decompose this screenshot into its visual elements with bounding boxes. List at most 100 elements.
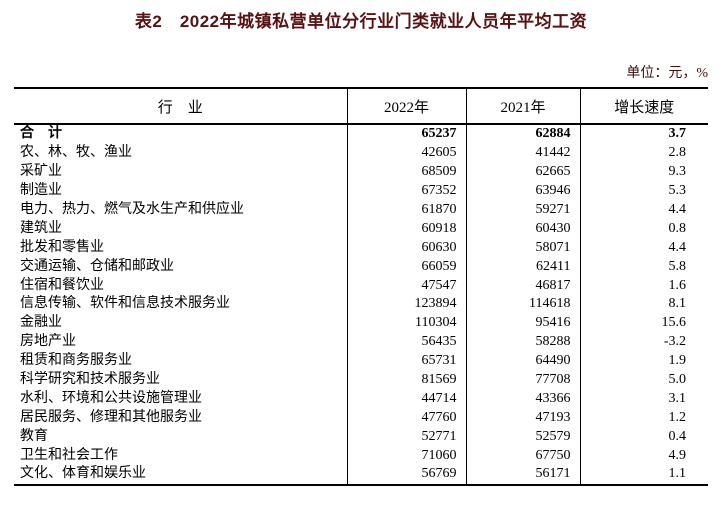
value-2022-cell: 123894 — [346, 295, 466, 314]
growth-cell: 0.4 — [579, 427, 708, 447]
growth-cell: 3.1 — [579, 389, 708, 409]
growth-cell: 8.1 — [579, 295, 708, 314]
page-title: 表2 2022年城镇私营单位分行业门类就业人员年平均工资 — [134, 12, 588, 31]
value-2022-cell: 65237 — [346, 124, 466, 144]
table-row: 制造业 67352 63946 5.3 — [14, 181, 708, 201]
header-growth: 增长速度 — [579, 88, 708, 125]
growth-cell: 4.4 — [579, 200, 708, 220]
header-industry: 行 业 — [14, 88, 347, 125]
value-2021-cell: 58288 — [465, 332, 580, 352]
growth-cell: 1.1 — [579, 465, 708, 485]
industry-cell: 建筑业 — [20, 220, 62, 236]
industry-cell: 信息传输、软件和信息技术服务业 — [20, 296, 230, 312]
growth-cell: 3.7 — [579, 124, 708, 144]
table-row: 居民服务、修理和其他服务业 47760 47193 1.2 — [14, 408, 708, 428]
growth-cell: 15.6 — [579, 313, 708, 333]
industry-cell: 住宿和餐饮业 — [20, 277, 104, 293]
table-row: 采矿业 68509 62665 9.3 — [14, 162, 708, 182]
value-2021-cell: 41442 — [465, 143, 580, 163]
wage-table: 行 业 2022年 2021年 增长速度 合 计 65237 62884 3.7 农、林… — [14, 87, 708, 486]
table-row: 住宿和餐饮业 47547 46817 1.6 — [14, 276, 708, 296]
value-2021-cell: 77708 — [465, 370, 580, 390]
value-2021-cell: 43366 — [465, 389, 580, 409]
industry-cell: 卫生和社会工作 — [20, 447, 118, 463]
value-2022-cell: 110304 — [346, 313, 466, 333]
value-2021-cell: 59271 — [465, 200, 580, 220]
industry-cell: 教育 — [20, 428, 48, 444]
value-2021-cell: 56171 — [465, 465, 580, 485]
value-2021-cell: 63946 — [465, 181, 580, 201]
growth-cell: 1.6 — [579, 276, 708, 296]
table-row: 房地产业 56435 58288 -3.2 — [14, 332, 708, 352]
industry-cell: 采矿业 — [20, 164, 62, 180]
value-2021-cell: 62665 — [465, 162, 580, 182]
growth-cell: 5.8 — [579, 257, 708, 277]
growth-cell: 2.8 — [579, 143, 708, 163]
growth-cell: -3.2 — [579, 332, 708, 352]
industry-cell: 电力、热力、燃气及水生产和供应业 — [20, 202, 244, 217]
header-2021: 2021年 — [465, 88, 580, 125]
value-2021-cell: 67750 — [465, 446, 580, 466]
table-row: 农、林、牧、渔业 42605 41442 2.8 — [14, 143, 708, 163]
value-2022-cell: 67352 — [346, 181, 466, 201]
value-2022-cell: 47547 — [346, 276, 466, 296]
value-2022-cell: 52771 — [346, 427, 466, 447]
value-2021-cell: 64490 — [465, 351, 580, 371]
table-row: 水利、环境和公共设施管理业 44714 43366 3.1 — [14, 389, 708, 409]
table-row: 文化、体育和娱乐业 56769 56171 1.1 — [14, 465, 708, 485]
growth-cell: 5.0 — [579, 370, 708, 390]
industry-cell: 房地产业 — [20, 334, 76, 350]
value-2021-cell: 47193 — [465, 408, 580, 428]
industry-cell: 居民服务、修理和其他服务业 — [20, 409, 202, 425]
industry-cell: 文化、体育和娱乐业 — [20, 466, 146, 482]
table-body: 合 计 65237 62884 3.7 农、林、牧、渔业 42605 41442 2.8 采矿业… — [14, 124, 708, 485]
table-row: 教育 52771 52579 0.4 — [14, 427, 708, 447]
growth-cell: 4.9 — [579, 446, 708, 466]
industry-cell: 农、林、牧、渔业 — [20, 145, 132, 161]
value-2021-cell: 46817 — [465, 276, 580, 296]
industry-cell: 制造业 — [20, 183, 62, 199]
value-2021-cell: 95416 — [465, 313, 580, 333]
growth-cell: 1.2 — [579, 408, 708, 428]
value-2022-cell: 42605 — [346, 143, 466, 163]
growth-cell: 9.3 — [579, 162, 708, 182]
value-2022-cell: 71060 — [346, 446, 466, 466]
table-row: 卫生和社会工作 71060 67750 4.9 — [14, 446, 708, 466]
value-2022-cell: 61870 — [346, 200, 466, 220]
table-row: 建筑业 60918 60430 0.8 — [14, 219, 708, 239]
growth-cell: 0.8 — [579, 219, 708, 239]
value-2022-cell: 47760 — [346, 408, 466, 428]
table-row: 交通运输、仓储和邮政业 66059 62411 5.8 — [14, 257, 708, 277]
value-2021-cell: 58071 — [465, 238, 580, 258]
value-2022-cell: 44714 — [346, 389, 466, 409]
value-2022-cell: 65731 — [346, 351, 466, 371]
value-2022-cell: 81569 — [346, 370, 466, 390]
table-row: 科学研究和技术服务业 81569 77708 5.0 — [14, 370, 708, 390]
table-row: 批发和零售业 60630 58071 4.4 — [14, 238, 708, 258]
table-row: 信息传输、软件和信息技术服务业 123894 114618 8.1 — [14, 295, 708, 314]
unit-label: 单位：元，% — [626, 66, 708, 81]
industry-cell: 金融业 — [20, 315, 62, 331]
table-row: 电力、热力、燃气及水生产和供应业 61870 59271 4.4 — [14, 200, 708, 220]
growth-cell: 5.3 — [579, 181, 708, 201]
growth-cell: 4.4 — [579, 238, 708, 258]
header-2022: 2022年 — [346, 88, 466, 125]
table-row: 金融业 110304 95416 15.6 — [14, 313, 708, 333]
value-2022-cell: 56769 — [346, 465, 466, 485]
value-2022-cell: 68509 — [346, 162, 466, 182]
industry-cell: 批发和零售业 — [20, 239, 104, 255]
industry-cell: 合 计 — [20, 126, 62, 142]
value-2021-cell: 60430 — [465, 219, 580, 239]
industry-cell: 租赁和商务服务业 — [20, 353, 132, 369]
value-2021-cell: 114618 — [465, 295, 580, 314]
industry-cell: 科学研究和技术服务业 — [20, 372, 160, 388]
table-header-row: 行 业 2022年 2021年 增长速度 — [14, 88, 708, 125]
table-row: 合 计 65237 62884 3.7 — [14, 124, 708, 144]
value-2022-cell: 66059 — [346, 257, 466, 277]
industry-cell: 交通运输、仓储和邮政业 — [20, 258, 174, 274]
growth-cell: 1.9 — [579, 351, 708, 371]
value-2022-cell: 56435 — [346, 332, 466, 352]
value-2022-cell: 60630 — [346, 238, 466, 258]
value-2021-cell: 62411 — [465, 257, 580, 277]
industry-cell: 水利、环境和公共设施管理业 — [20, 390, 202, 406]
